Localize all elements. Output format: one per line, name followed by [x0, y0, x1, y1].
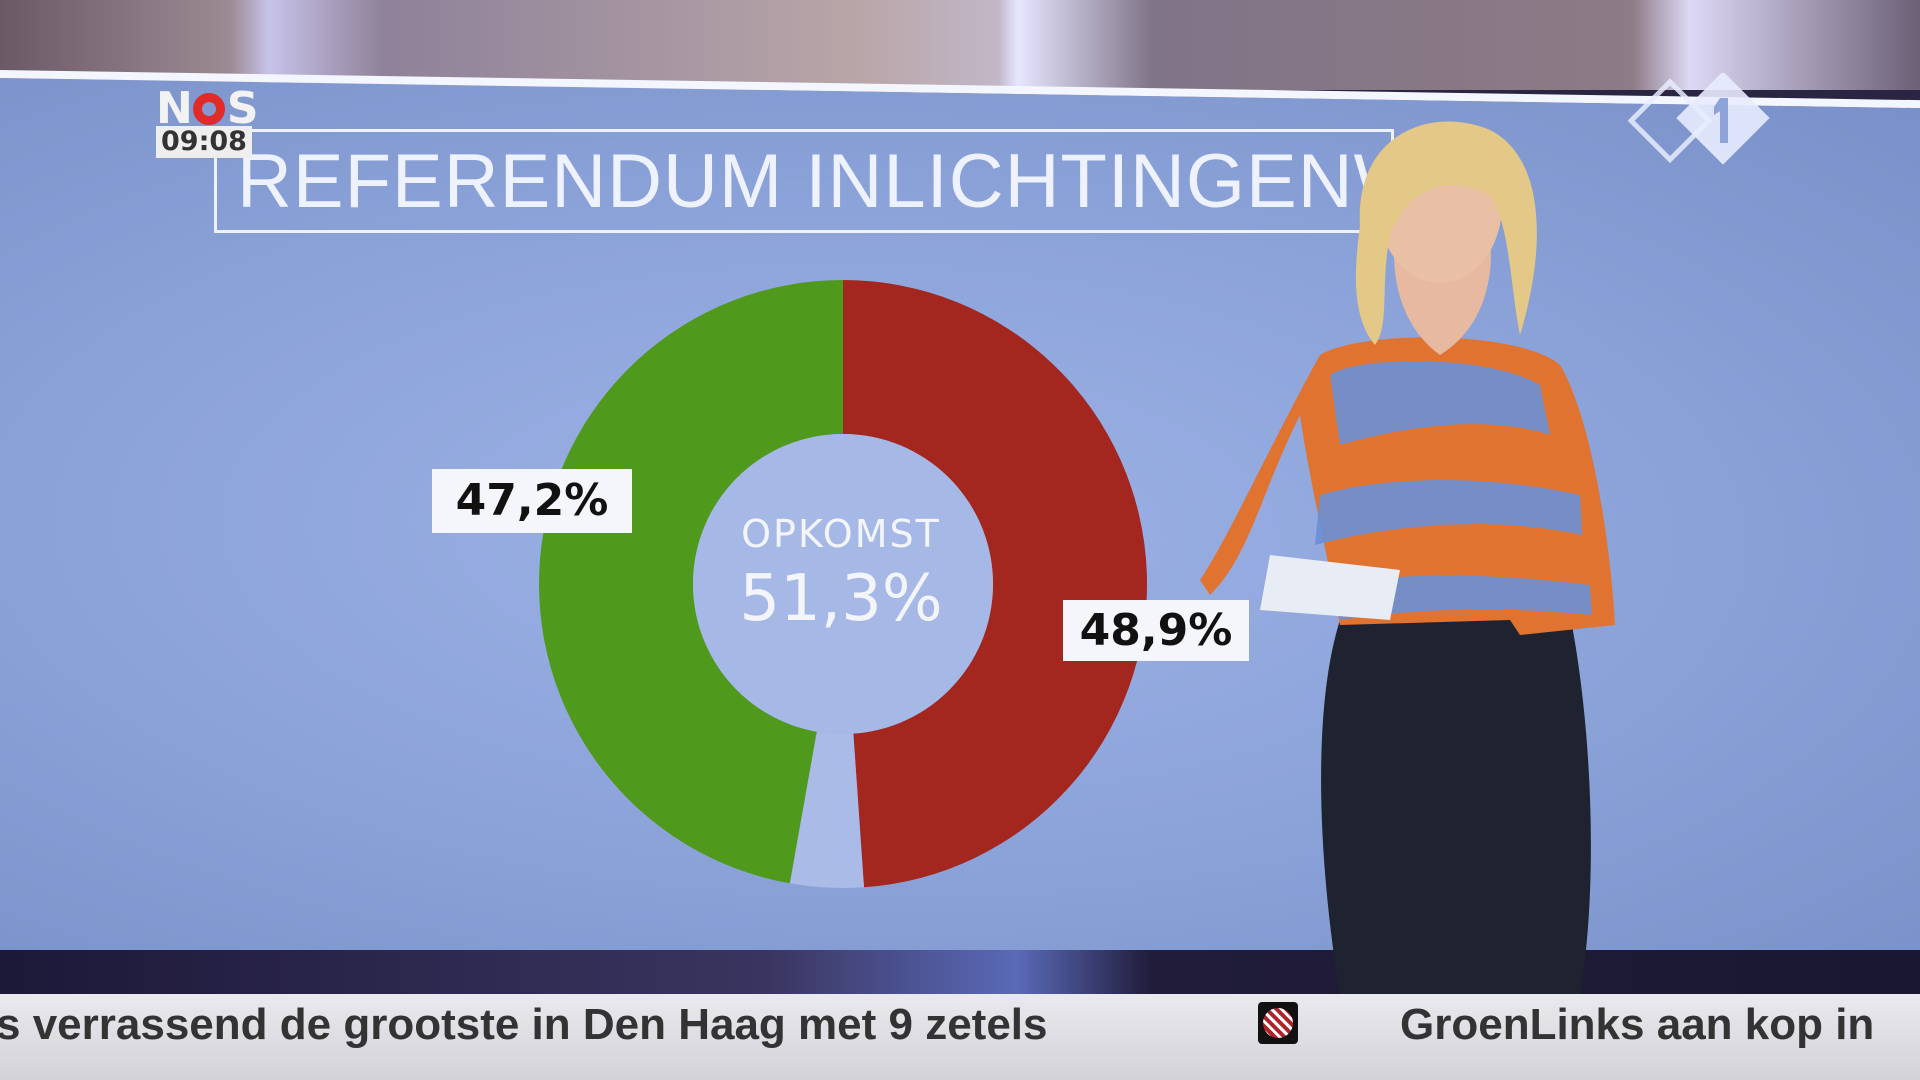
broadcast-clock: 09:08 [156, 126, 252, 158]
news-ticker: s verrassend de grootste in Den Haag met… [0, 994, 1920, 1080]
donut-slice-red [843, 280, 1147, 888]
donut-slice-green [539, 280, 843, 884]
center-value: 51,3% [739, 562, 943, 636]
center-label: OPKOMST [741, 512, 941, 556]
ticker-item: GroenLinks aan kop in [1400, 1000, 1875, 1049]
npo1-logo [1628, 73, 1770, 165]
nos-ticker-logo-icon [1258, 1002, 1298, 1044]
slice-label-green: 47,2% [432, 469, 632, 533]
presenter-figure [1200, 121, 1615, 995]
nos-logo-o-icon [192, 93, 225, 125]
studio-floor [0, 950, 1920, 1000]
donut-center [693, 434, 993, 734]
slice-label-red: 48,9% [1063, 600, 1249, 661]
donut-slice-remainder [789, 731, 864, 888]
ticker-item: s verrassend de grootste in Den Haag met… [0, 1000, 1048, 1049]
graphic-title: REFERENDUM INLICHTINGENWET [214, 129, 1394, 233]
